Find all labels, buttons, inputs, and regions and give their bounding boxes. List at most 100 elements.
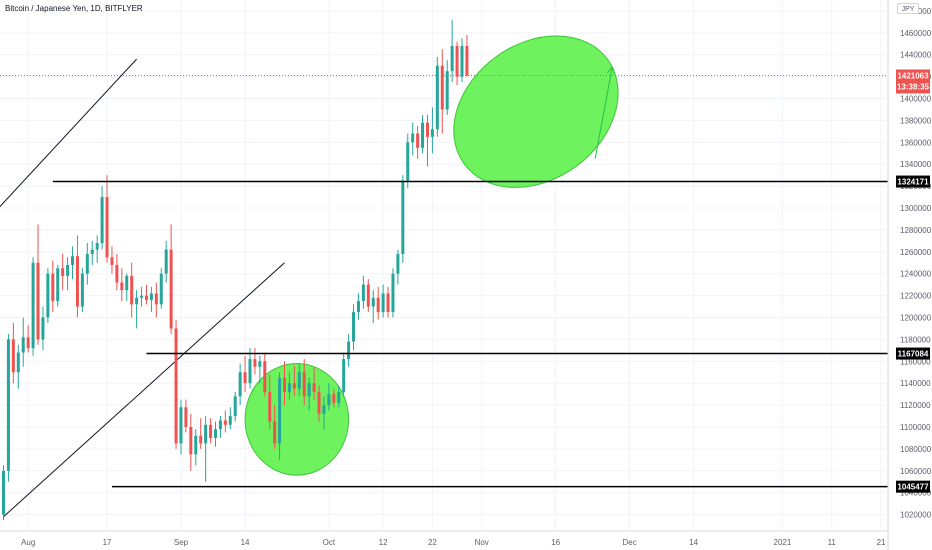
trend-line [3,262,285,518]
candle-down [440,65,444,110]
candle-up [71,256,75,265]
candle-down [425,122,429,137]
time-tick-label: 16 [551,538,560,547]
time-tick-label: 11 [828,538,837,547]
candle-down [376,297,380,313]
candle-up [95,243,99,250]
candle-up [361,284,365,302]
candle-down [110,257,114,265]
candle-down [263,361,267,392]
time-tick-label: Oct [323,538,336,547]
level-lines-layer [0,74,888,488]
candle-up [2,470,5,515]
candle-up [430,129,434,137]
price-tick-label: 1140000 [900,379,931,388]
price-tick-label: 1200000 [900,314,932,323]
candle-up [228,416,232,425]
price-tags: 1324171 1167084 1045477 1421063 13:38:35 [896,69,930,493]
candle-down [75,256,79,307]
time-tick-label: 14 [689,538,698,547]
candle-up [347,341,351,360]
candle-down [273,421,277,444]
candle-up [204,424,208,444]
candle-up [238,372,242,397]
candle-down [61,268,65,276]
time-tick-label: Dec [622,538,636,547]
price-tick-label: 1440000 [900,51,932,60]
candle-down [465,45,469,76]
candle-down [386,293,390,313]
candle-up [140,295,144,298]
candle-up [16,352,20,373]
candle-down [154,293,158,305]
candle-up [421,122,425,148]
candle-up [125,275,129,291]
last-price-tag-box [896,69,930,94]
candle-down [26,337,30,349]
level-tag-label: 1324171 [897,178,929,187]
candle-down [366,284,370,307]
candle-up [31,262,35,349]
candle-up [356,301,360,313]
price-tick-label: 1220000 [900,292,932,301]
candle-up [248,359,252,384]
candle-up [406,142,410,181]
candle-up [411,133,415,143]
candle-down [174,328,178,444]
candle-up [100,197,104,244]
candle-up [297,372,301,389]
price-tick-label: 1040000 [900,489,932,498]
price-tick-label: 1060000 [900,467,932,476]
candle-down [302,372,306,397]
candle-up [41,317,45,340]
candle-down [312,383,316,392]
time-tick-label: Sep [174,538,189,547]
candle-up [381,293,385,313]
time-tick-label: Aug [21,538,35,547]
candle-up [371,297,375,307]
candle-down [292,383,296,389]
candle-down [283,377,287,392]
price-tick-label: 1180000 [900,335,931,344]
candle-down [416,133,420,148]
candle-up [46,273,50,318]
candle-up [342,359,346,392]
candle-down [332,394,336,403]
candle-up [80,273,84,307]
candle-up [85,254,89,274]
candle-up [90,249,94,255]
candle-down [51,273,55,302]
candle-up [401,180,405,255]
level-tag-box [896,175,930,188]
price-tick-label: 1100000 [900,423,931,432]
level-tag-box [896,347,930,360]
candle-down [243,372,247,384]
candle-up [391,273,395,313]
level-tag-box [896,480,930,493]
candle-up [159,273,163,305]
level-tag-label: 1167084 [898,350,929,359]
time-tick-label: Nov [475,538,489,547]
projection-arrow-head [606,66,613,74]
candle-up [327,394,331,406]
candle-up [322,405,326,414]
candle-up [233,396,237,417]
candle-up [352,312,356,342]
candle-up [164,249,168,274]
currency-badge[interactable]: JPY [897,3,919,14]
symbol-title: Bitcoin / Japanese Yen, 1D, BITFLYER [5,4,143,13]
time-tick-label: 14 [241,538,250,547]
time-axis[interactable]: Aug 17 Sep 14 Oct 12 22 Nov 16 Dec 14 2021 11 21 [21,538,886,547]
candle-down [223,420,227,425]
candle-down [317,391,321,414]
candle-up [258,361,262,367]
candle-up [278,377,282,444]
highlight-ellipse [453,35,619,188]
candle-up [218,420,222,430]
candle-up [135,297,139,305]
candle-down [120,282,124,291]
price-tick-label: 1380000 [900,116,932,125]
price-axis[interactable]: 1020000 1040000 1060000 1080000 1100000 11200… [900,7,932,520]
time-tick-label: 22 [428,538,437,547]
